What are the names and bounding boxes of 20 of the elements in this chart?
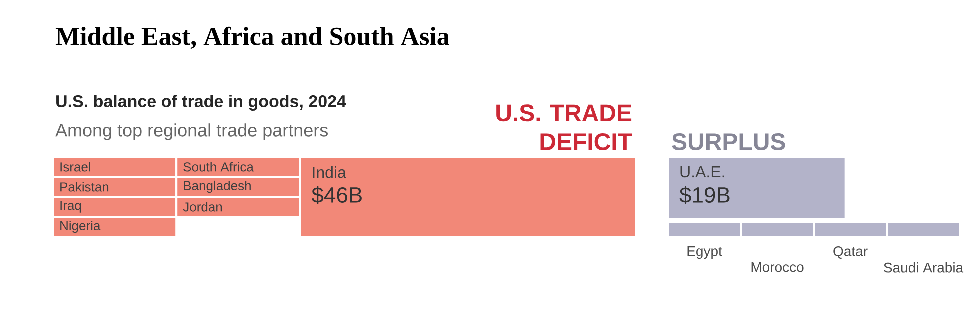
category-label: Iraq	[60, 201, 82, 213]
text: Middle East, Africa and South Asia	[56, 26, 450, 50]
text: Among top regional trade partners	[56, 124, 328, 140]
category-label: Egypt	[688, 246, 722, 260]
series-label: U.S. TRADE DEFICIT	[496, 104, 632, 150]
text: U.S. balance of trade in goods, 2024	[56, 95, 346, 111]
data-label: $19B	[680, 186, 730, 204]
category-label: Morocco	[752, 262, 804, 272]
category-label: Israel	[60, 162, 90, 172]
category-label: Nigeria	[60, 220, 101, 234]
category-label: Saudi Arabia	[884, 262, 964, 273]
category-label: Bangladesh	[184, 180, 251, 194]
category-label: Qatar	[834, 246, 868, 259]
category-label: U.A.E.	[680, 166, 724, 178]
data-label: $46B	[312, 186, 362, 204]
series-label: SURPLUS	[672, 133, 786, 150]
category-label: South Africa	[184, 162, 254, 172]
category-label: Jordan	[183, 202, 222, 212]
category-label: India	[313, 166, 346, 178]
category-label: Pakistan	[60, 182, 109, 192]
